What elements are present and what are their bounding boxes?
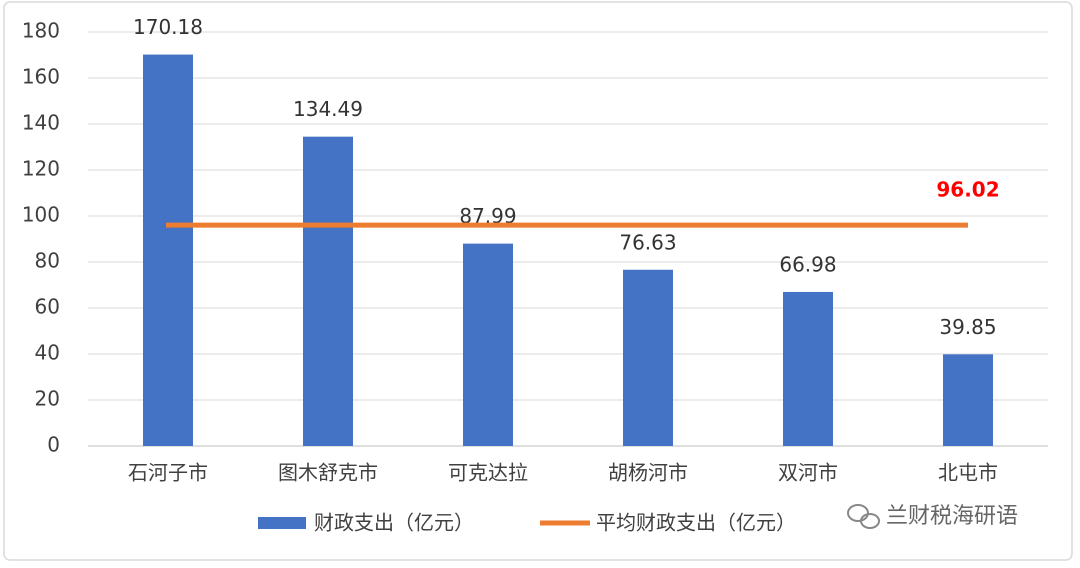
watermark-icon xyxy=(847,504,880,529)
data-label: 66.98 xyxy=(779,252,836,276)
y-tick-label: 180 xyxy=(22,19,60,43)
legend-label: 财政支出（亿元） xyxy=(314,511,474,535)
x-tick-label: 胡杨河市 xyxy=(608,461,688,485)
y-tick-label: 160 xyxy=(22,65,60,89)
bar xyxy=(463,243,513,446)
y-tick-label: 140 xyxy=(22,111,60,135)
x-tick-label: 北屯市 xyxy=(938,461,998,485)
y-tick-label: 0 xyxy=(47,433,60,457)
bar xyxy=(303,136,353,446)
data-label: 134.49 xyxy=(293,97,363,121)
x-tick-label: 石河子市 xyxy=(128,461,208,485)
watermark: 兰财税海研语 xyxy=(886,504,1018,529)
y-tick-label: 100 xyxy=(22,203,60,227)
x-tick-label: 可克达拉 xyxy=(448,461,528,485)
y-tick-label: 120 xyxy=(22,157,60,181)
y-tick-label: 40 xyxy=(35,341,60,365)
y-tick-label: 60 xyxy=(35,295,60,319)
y-tick-label: 20 xyxy=(35,387,60,411)
x-tick-label: 双河市 xyxy=(778,461,838,485)
legend-swatch xyxy=(258,517,306,529)
bar xyxy=(143,54,193,446)
data-label: 76.63 xyxy=(619,230,676,254)
data-label: 170.18 xyxy=(133,15,203,39)
bar xyxy=(623,269,673,446)
data-label: 96.02 xyxy=(936,178,999,202)
legend-label: 平均财政支出（亿元） xyxy=(596,511,796,535)
data-label: 39.85 xyxy=(939,315,996,339)
bar xyxy=(943,354,993,446)
x-tick-label: 图木舒克市 xyxy=(278,461,378,485)
y-tick-label: 80 xyxy=(35,249,60,273)
bar xyxy=(783,291,833,446)
